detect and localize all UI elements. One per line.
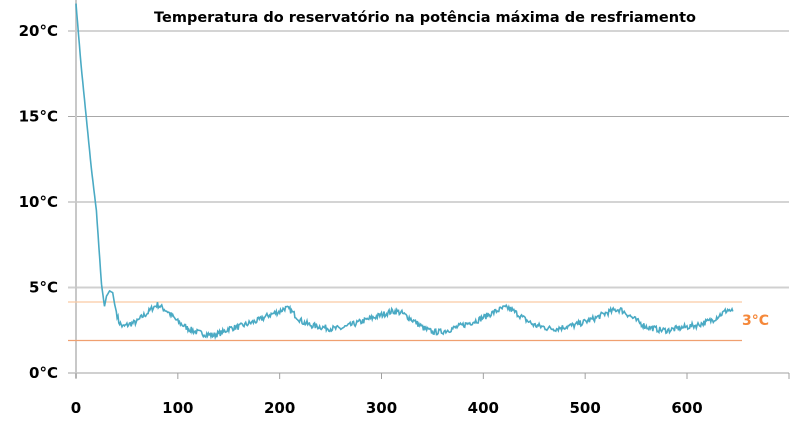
- x-tick-label: 300: [366, 399, 397, 417]
- x-tick-label: 0: [71, 399, 81, 417]
- series-line-temperatura: [75, 3, 734, 341]
- y-tick-label: 10°C: [19, 193, 58, 211]
- chart-title: Temperatura do reservatório na potência …: [154, 10, 696, 26]
- y-tick-label: 15°C: [19, 108, 58, 126]
- x-tick-label: 400: [468, 399, 499, 417]
- y-tick-label: 20°C: [19, 22, 58, 40]
- x-tick-label: 100: [162, 399, 193, 417]
- x-tick-label: 600: [671, 399, 702, 417]
- reference-annotation: 3°C: [742, 313, 769, 329]
- y-tick-label: 5°C: [29, 279, 58, 297]
- x-tick-label: 200: [264, 399, 295, 417]
- y-tick-label: 0°C: [29, 364, 58, 382]
- x-tick-label: 500: [570, 399, 601, 417]
